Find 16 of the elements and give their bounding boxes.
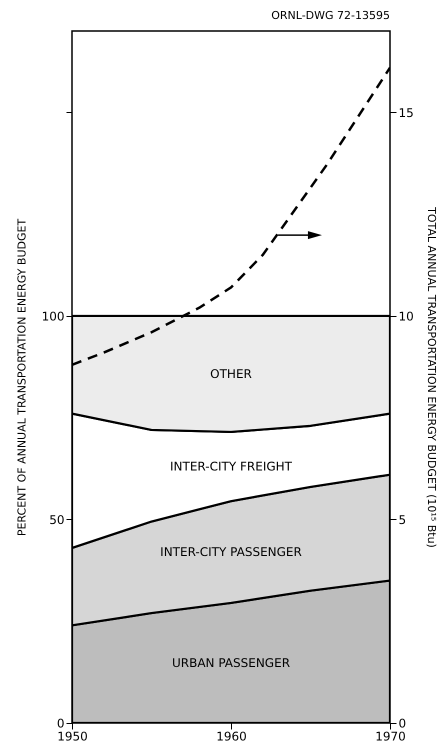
series-label: OTHER <box>210 366 252 381</box>
y-tick-label: 100 <box>42 309 64 324</box>
y2-tick-label: 0 <box>398 716 406 730</box>
x-tick-label: 1960 <box>216 730 247 744</box>
y2-axis-title: TOTAL ANNUAL TRANSPORTATION ENERGY BUDGET (10¹⁵ Btu) <box>424 206 438 548</box>
y-axis-title: PERCENT OF ANNUAL TRANSPORTATION ENERGY BUDGET <box>16 218 29 536</box>
y-tick-label: 0 <box>56 716 64 730</box>
series-label: INTER-CITY FREIGHT <box>170 460 293 474</box>
x-tick-label: 1970 <box>375 730 406 744</box>
series-label: INTER-CITY PASSENGER <box>160 545 302 560</box>
y-tick-label: 50 <box>49 512 64 527</box>
y2-tick-label: 10 <box>398 309 414 324</box>
text: ORNL-DWG 72-13595 <box>271 9 390 22</box>
y2-tick-label: 5 <box>398 512 406 527</box>
y2-tick-label: 15 <box>398 106 414 120</box>
x-tick-label: 1950 <box>57 730 88 744</box>
